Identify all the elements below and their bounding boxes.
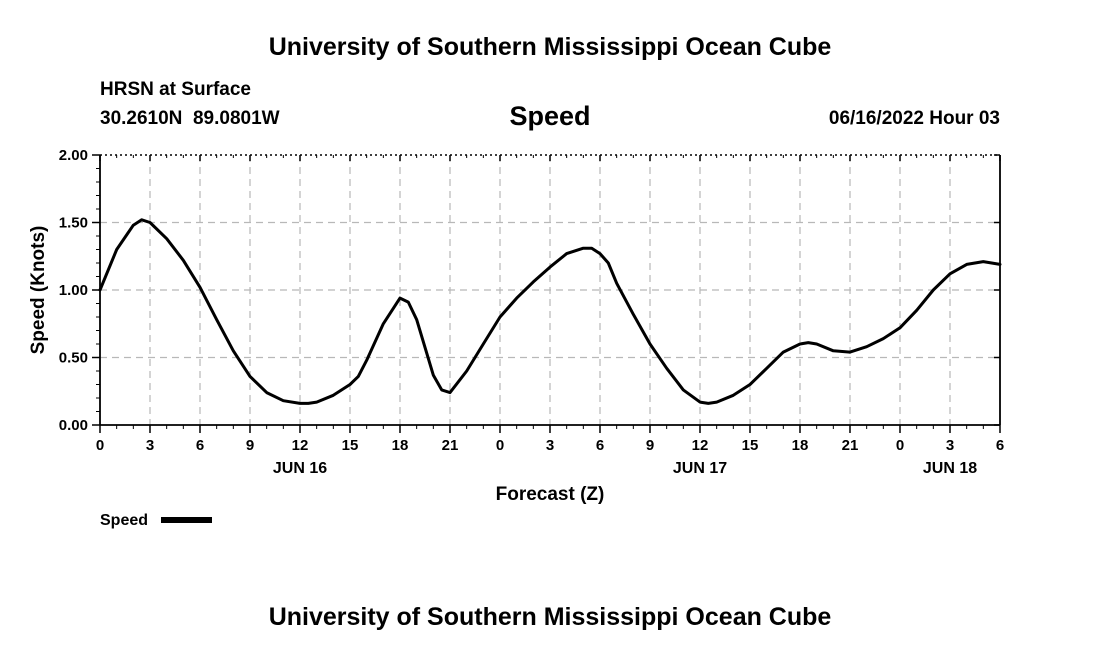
legend-label: Speed [100, 512, 148, 529]
legend: Speed [100, 512, 212, 529]
grid-lines [100, 155, 1000, 425]
y-tick-label: 2.00 [59, 147, 88, 164]
x-tick-label: 0 [496, 437, 504, 454]
x-tick-label: 3 [546, 437, 554, 454]
series-layer [98, 218, 1002, 405]
x-tick-label: 18 [792, 437, 809, 454]
chart-title: University of Southern Mississippi Ocean… [269, 33, 832, 61]
series-line-speed [98, 218, 1002, 405]
x-tick-label: 12 [692, 437, 709, 454]
y-tick-label: 0.00 [59, 417, 88, 434]
y-tick-label: 1.50 [59, 215, 88, 232]
date-labels: JUN 16 JUN 17 JUN 18 [273, 460, 977, 477]
x-tick-label: 9 [246, 437, 254, 454]
x-tick-label: 6 [596, 437, 604, 454]
x-axis-label: Forecast (Z) [496, 484, 605, 505]
x-tick-label: 3 [946, 437, 954, 454]
x-axis-ticks: 0 3 6 9 12 15 18 21 0 3 6 9 12 15 18 21 0 3 6 [96, 155, 1004, 454]
x-tick-label: 15 [742, 437, 759, 454]
x-tick-label: 21 [842, 437, 859, 454]
station-label: HRSN at Surface [100, 79, 251, 100]
footer-title: University of Southern Mississippi Ocean… [269, 603, 832, 631]
date-label: JUN 16 [273, 460, 327, 477]
x-tick-label: 6 [996, 437, 1004, 454]
x-tick-label: 9 [646, 437, 654, 454]
x-tick-label: 6 [196, 437, 204, 454]
x-tick-label: 15 [342, 437, 359, 454]
x-tick-label: 0 [96, 437, 104, 454]
date-label: JUN 17 [673, 460, 727, 477]
datetime-label: 06/16/2022 Hour 03 [829, 108, 1000, 129]
x-tick-label: 0 [896, 437, 904, 454]
variable-title: Speed [509, 101, 590, 131]
y-tick-label: 1.00 [59, 282, 88, 299]
y-axis-label: Speed (Knots) [28, 226, 49, 355]
y-tick-label: 0.50 [59, 350, 88, 367]
x-tick-label: 3 [146, 437, 154, 454]
y-axis-ticks: 0.00 0.50 1.00 1.50 2.00 [59, 147, 1000, 434]
date-label: JUN 18 [923, 460, 977, 477]
x-tick-label: 21 [442, 437, 459, 454]
x-tick-label: 18 [392, 437, 409, 454]
coordinates-label: 30.2610N 89.0801W [100, 108, 280, 129]
x-tick-label: 12 [292, 437, 309, 454]
